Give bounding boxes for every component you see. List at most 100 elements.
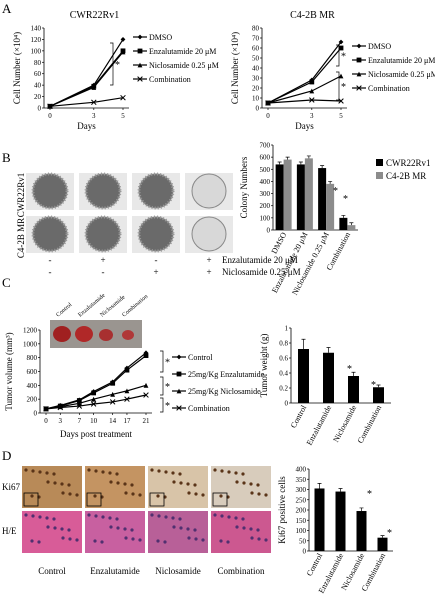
cell-nucleus	[24, 513, 28, 517]
column-label: Combination	[218, 566, 265, 576]
cell-nucleus	[178, 517, 182, 521]
cell-nucleus	[187, 491, 191, 495]
cell-nucleus	[179, 526, 183, 530]
y-tick-label: 600	[27, 368, 38, 376]
cell-nucleus	[46, 480, 50, 484]
cell-nucleus	[75, 493, 79, 497]
cell-nucleus	[193, 483, 197, 487]
bar-1-0	[335, 491, 346, 551]
data-point-s2-3	[91, 396, 97, 402]
legend-marker	[137, 76, 143, 82]
tissue-image	[22, 511, 82, 553]
x-axis-label: Days post treatment	[60, 429, 132, 439]
significance-star: *	[347, 364, 352, 375]
legend-marker	[356, 71, 362, 77]
cell-nucleus	[201, 493, 205, 497]
cell-nucleus	[61, 536, 65, 540]
colony-plate-r0-c3	[185, 173, 233, 210]
x-tick-label: 0	[48, 112, 52, 120]
error-bar-1-1	[306, 155, 311, 159]
cell-nucleus	[45, 516, 49, 520]
y-tick-label: 800	[27, 354, 38, 362]
legend-label: DMSO	[368, 42, 391, 51]
x-tick-label: 21	[143, 417, 151, 425]
plate-colonies	[84, 172, 122, 210]
data-point-s1-2	[76, 398, 82, 403]
panel-label-d: D	[2, 448, 11, 463]
data-point-s2-2	[338, 73, 344, 79]
cell-nucleus	[124, 536, 128, 540]
y-tick-label: 0.2	[279, 385, 288, 393]
colony-plate-r0-c0	[26, 172, 74, 210]
data-point-s3-1	[91, 99, 97, 106]
x-category-label: Control	[289, 403, 309, 429]
cell-nucleus	[213, 468, 217, 472]
chart-title: C4-2B MR	[290, 10, 335, 21]
cell-nucleus	[116, 481, 120, 485]
cell-nucleus	[67, 528, 71, 532]
x-tick-label: 3	[59, 417, 63, 425]
cell-nucleus	[171, 471, 175, 475]
y-tick-label: 120	[31, 36, 42, 44]
data-point-s3-0	[47, 103, 53, 110]
y-tick-label: 0.6	[279, 355, 288, 363]
data-point-s3-2	[120, 94, 126, 101]
cell-nucleus	[256, 483, 260, 487]
y-tick-label: 0	[303, 548, 307, 556]
y-tick-label: 0.4	[279, 370, 288, 378]
cell-nucleus	[138, 493, 142, 497]
inset-box	[149, 492, 165, 507]
cell-nucleus	[172, 480, 176, 484]
cell-nucleus	[150, 468, 154, 472]
cell-nucleus	[68, 537, 72, 541]
data-point-s1-2	[338, 45, 344, 51]
data-point-s2-1	[91, 85, 97, 90]
data-point-s2-6	[143, 382, 149, 388]
tumor-photo	[50, 320, 142, 348]
tissue-image	[211, 466, 271, 508]
cell-nucleus	[87, 513, 91, 517]
x-axis-label: Days	[77, 121, 96, 131]
series-line-2	[267, 75, 342, 104]
treatment-mark: -	[102, 267, 105, 277]
x-axis-label: Days	[295, 121, 314, 131]
cell-nucleus	[100, 540, 104, 544]
y-tick-label: 250	[296, 496, 307, 504]
tissue-image	[85, 511, 145, 553]
cell-nucleus	[249, 527, 253, 531]
tissue-image	[211, 511, 271, 553]
y-tick-label: 20	[34, 93, 42, 101]
cell-nucleus	[213, 513, 217, 517]
cell-nucleus	[163, 540, 167, 544]
error-bar-3-1	[349, 222, 354, 226]
chart-title: CWR22Rv1	[70, 10, 119, 21]
error-bar-3-0	[341, 215, 346, 218]
cell-nucleus	[164, 515, 168, 519]
bar-3-0	[373, 387, 384, 403]
legend-marker	[356, 85, 362, 91]
cell-nucleus	[123, 482, 127, 486]
cell-nucleus	[93, 539, 97, 543]
x-category-label: Combination	[356, 404, 384, 445]
cell-nucleus	[164, 470, 168, 474]
bar-3-0	[339, 217, 348, 230]
y-axis-label: Cell Number (×10⁴)	[12, 32, 22, 104]
series-line-1	[49, 50, 124, 107]
legend-marker	[137, 34, 143, 40]
cell-nucleus	[31, 469, 35, 473]
significance-star: *	[343, 194, 348, 205]
error-bar-2-0	[351, 371, 356, 376]
series-line-0	[45, 352, 147, 410]
cell-nucleus	[257, 537, 261, 541]
histology-tile-r1-c0	[22, 511, 82, 553]
series-line-2	[49, 51, 124, 107]
y-tick-label: 0.8	[279, 340, 288, 348]
histology-tile-r1-c3	[211, 511, 271, 553]
row-label-ki67: Ki67	[2, 482, 21, 492]
error-bar-3-0	[376, 384, 381, 388]
cell-nucleus	[101, 470, 105, 474]
x-tick-label: 10	[90, 417, 98, 425]
bar-chart-c2: 0 0.2 0.4 0.6 0.8 1 Tumor weight (g) ControlEnz…	[259, 325, 391, 447]
cell-nucleus	[193, 528, 197, 532]
cell-nucleus	[46, 525, 50, 529]
